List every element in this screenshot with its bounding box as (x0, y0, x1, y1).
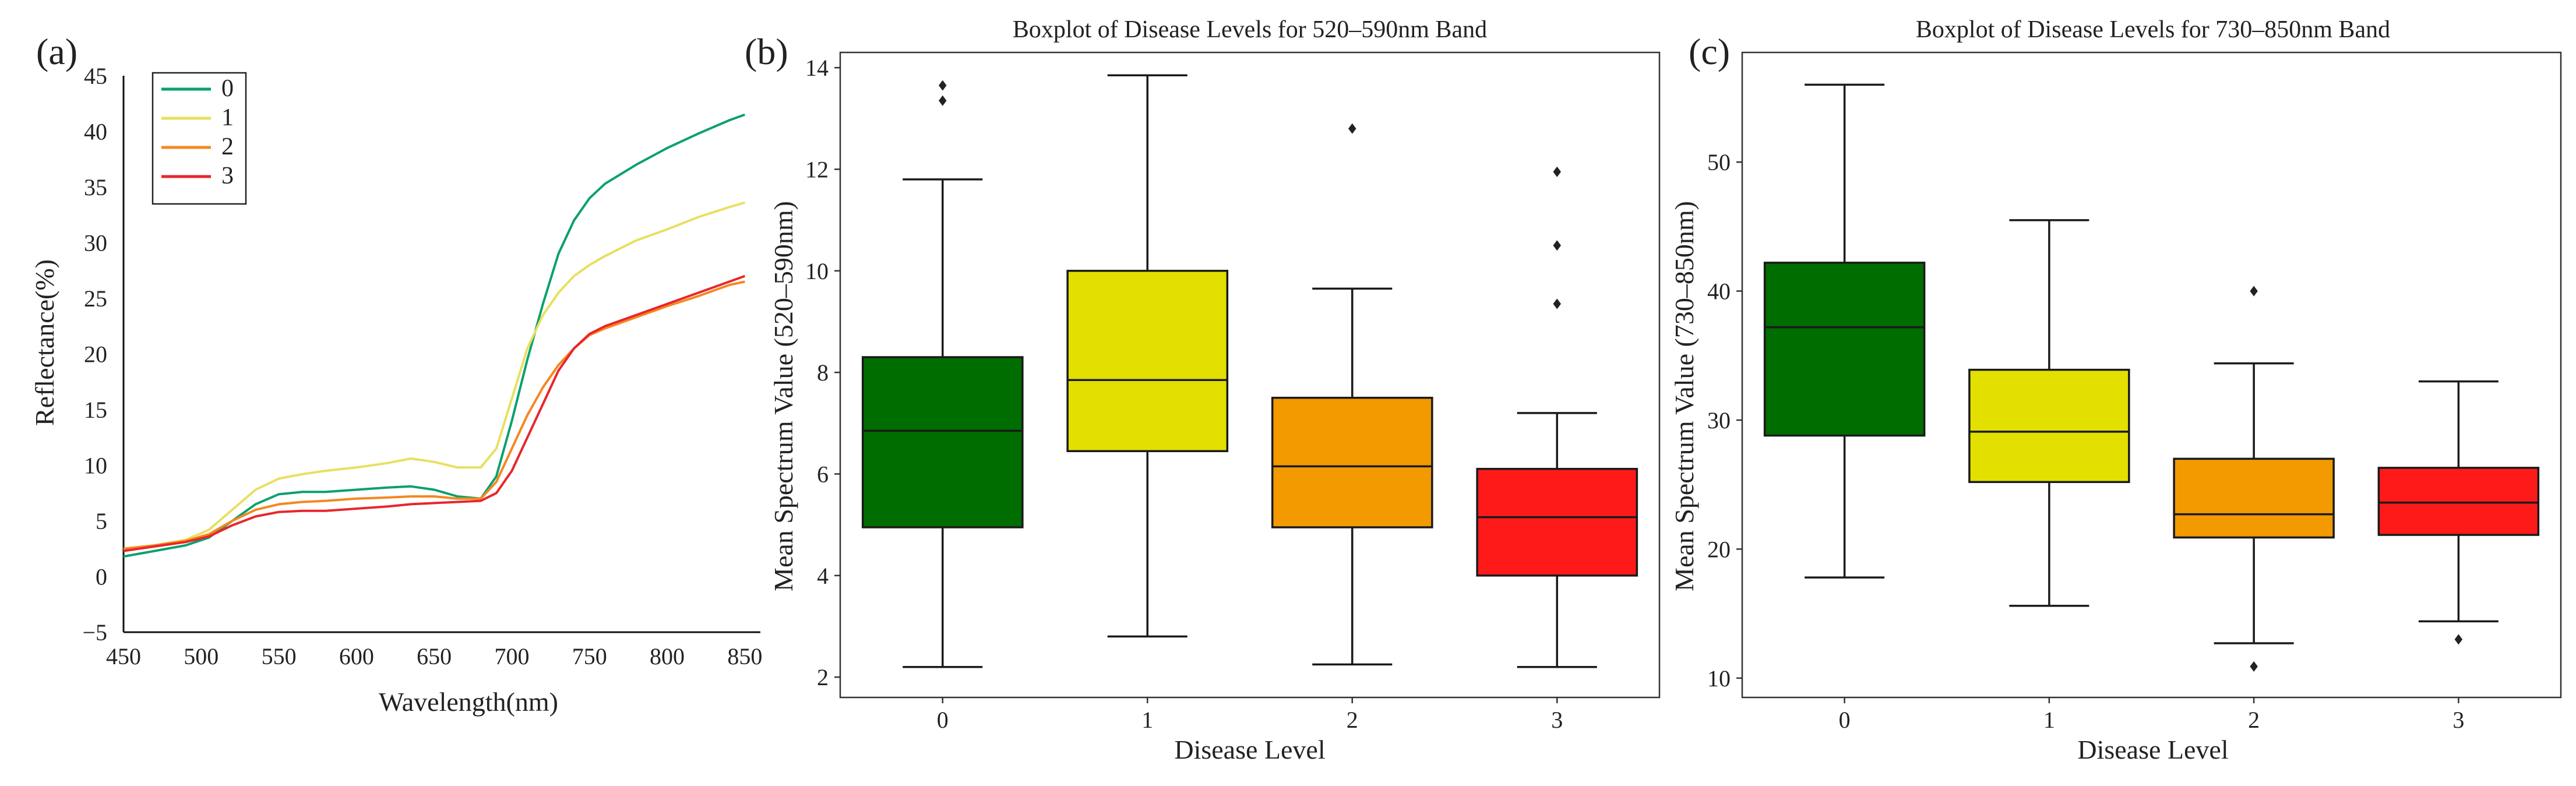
legend-label-1: 1 (221, 104, 234, 131)
panel-b-outlier-0 (939, 80, 947, 91)
legend-label-0: 0 (221, 75, 234, 102)
panel-b-x-tick-label: 3 (1551, 707, 1563, 733)
panel-a-y-tick-label: 45 (84, 63, 107, 89)
panel-b-outlier-3 (1553, 166, 1561, 177)
panel-c-y-tick-label: 50 (1707, 149, 1731, 175)
panel-a-y-tick-label: 25 (84, 286, 107, 312)
panel-b-y-tick-label: 14 (805, 55, 829, 81)
panel-c-x-tick-label: 1 (2043, 707, 2055, 733)
panel-b-box-3 (1476, 468, 1638, 577)
panel-c-x-axis-title: Disease Level (2077, 735, 2228, 764)
panel-a-y-tick-label: 20 (84, 341, 107, 368)
panel-b-box-2 (1271, 396, 1433, 528)
panel-c-frame (1741, 51, 2562, 699)
panel-c-box-3 (2377, 467, 2540, 536)
panel-a-x-tick-label: 850 (727, 643, 762, 669)
panel-b-y-tick-label: 4 (817, 563, 829, 589)
panel-c-y-tick-label: 10 (1707, 665, 1731, 692)
panel-a-x-tick-label: 600 (339, 643, 374, 669)
panel-a-series (123, 113, 745, 558)
panel-a-x-tick-label: 500 (184, 643, 219, 669)
panel-a-label: (a) (36, 31, 77, 72)
panel-b-y-tick-label: 12 (805, 156, 829, 182)
panel-b-x-tick-label: 2 (1347, 707, 1358, 733)
panel-a-y-tick-label: 0 (96, 564, 107, 590)
panel-b-y-tick-label: 8 (817, 359, 829, 386)
series-line-1 (123, 201, 745, 550)
panel-c-y-tick-label: 30 (1707, 407, 1731, 433)
panel-c-x-tick-label: 0 (1839, 707, 1851, 733)
panel-b-y-tick-label: 2 (817, 664, 829, 690)
panel-b-boxplot: (b) Boxplot of Disease Levels for 520–59… (745, 16, 1661, 764)
panel-a-y-tick-label: 40 (84, 119, 107, 145)
panel-a-x-axis-title: Wavelength(nm) (379, 687, 558, 717)
series-line-3 (123, 274, 745, 552)
panel-b-outlier-3 (1553, 298, 1561, 309)
panel-b-label: (b) (745, 31, 788, 72)
panel-a-line-chart: (a) 450 500 550 600 650 700 750 800 850−50510152… (30, 31, 762, 717)
panel-c-label: (c) (1689, 31, 1730, 72)
panel-b-y-tick-label: 10 (805, 258, 829, 284)
panel-a-legend: 012 3 (151, 72, 247, 205)
panel-a-x-tick-label: 750 (572, 643, 607, 669)
legend-label-2: 2 (221, 133, 234, 160)
panel-b-x-axis-title: Disease Level (1174, 735, 1325, 764)
panel-a-x-tick-label: 450 (106, 643, 141, 669)
panel-a-x-tick-label: 800 (650, 643, 685, 669)
panel-c-box-2 (2173, 457, 2335, 539)
panel-c-y-axis-title: Mean Spectrum Value (730–850nm) (1669, 201, 1699, 591)
panel-c-y-tick-label: 20 (1707, 536, 1731, 562)
panel-b-outlier-3 (1553, 240, 1561, 251)
legend-label-3: 3 (221, 163, 234, 189)
panel-b-x-tick-label: 1 (1141, 707, 1153, 733)
panel-b-frame (839, 51, 1661, 699)
panel-b-outlier-2 (1348, 123, 1356, 134)
panel-c-box-1 (1968, 368, 2130, 484)
panel-a-x-tick-label: 700 (494, 643, 529, 669)
panel-b-y-tick-label: 6 (817, 461, 829, 487)
panel-c-boxplot: (c) Boxplot of Disease Levels for 730–85… (1669, 16, 2562, 764)
panel-a-y-tick-label: 35 (84, 174, 107, 200)
panel-b-box-0 (861, 356, 1024, 528)
panel-c-outlier-2 (2250, 661, 2258, 672)
panel-a-y-tick-label: 10 (84, 453, 107, 479)
panel-b-outlier-0 (939, 95, 947, 106)
panel-b-x-tick-label: 0 (937, 707, 949, 733)
panel-b-box-1 (1066, 270, 1229, 452)
panel-a-y-tick-label: 5 (96, 508, 107, 534)
panel-c-y-tick-label: 40 (1707, 279, 1731, 305)
series-line-2 (123, 280, 745, 550)
panel-c-outlier-3 (2454, 634, 2463, 645)
panel-c-x-tick-label: 2 (2248, 707, 2260, 733)
panel-a-y-axis-title: Reflectance(%) (30, 259, 59, 426)
panel-a-y-tick-label: 30 (84, 230, 107, 256)
panel-b-title: Boxplot of Disease Levels for 520–590nm … (1013, 16, 1487, 43)
panel-a-x-tick-label: 650 (417, 643, 452, 669)
panel-a-y-tick-label: 15 (84, 397, 107, 423)
panel-c-box-0 (1763, 262, 1926, 437)
panel-c-plot-area: 10 20 30 40 50 0 1 2 3 (1707, 51, 2562, 733)
panel-a-x-tick-label: 550 (262, 643, 297, 669)
panel-c-x-tick-label: 3 (2452, 707, 2464, 733)
legend-box (151, 72, 247, 205)
panel-c-outlier-2 (2250, 286, 2258, 297)
panel-a-axes: 450 500 550 600 650 700 750 800 850−505101520253… (82, 63, 762, 669)
panel-c-title: Boxplot of Disease Levels for 730–850nm … (1916, 16, 2390, 43)
panel-b-y-axis-title: Mean Spectrum Value (520–590nm) (769, 201, 798, 591)
panel-a-y-tick-label: −5 (82, 619, 107, 646)
